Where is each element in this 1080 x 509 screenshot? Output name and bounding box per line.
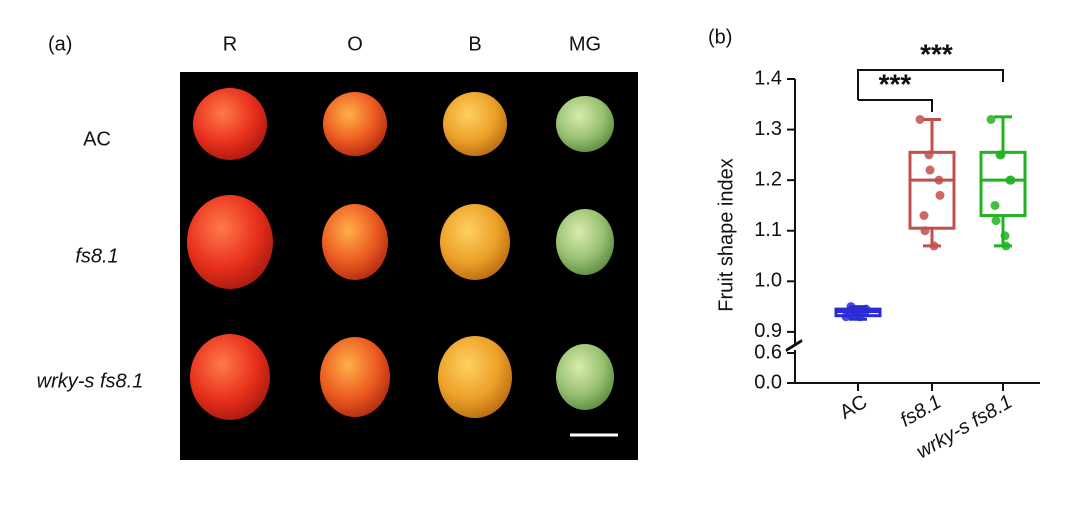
column-label: O — [347, 33, 363, 55]
data-point — [925, 165, 935, 175]
data-point — [991, 216, 1001, 226]
tomato — [438, 336, 512, 418]
y-tick-label: 1.0 — [754, 270, 782, 292]
column-label: R — [223, 33, 237, 55]
row-label: wrky-s fs8.1 — [37, 370, 144, 392]
tomato — [320, 337, 390, 417]
y-axis-label: Fruit shape index — [715, 158, 737, 311]
tomato — [443, 92, 507, 156]
tomato — [190, 334, 270, 420]
column-label: MG — [569, 33, 601, 55]
tomato — [323, 92, 387, 156]
data-point — [929, 241, 939, 251]
data-point — [996, 150, 1006, 160]
box — [979, 150, 1027, 218]
data-point — [855, 312, 865, 322]
significance-bracket — [857, 69, 1004, 100]
data-point — [934, 175, 944, 185]
x-tick-label: fs8.1 — [897, 391, 946, 432]
y-tick-label: 1.2 — [754, 168, 782, 190]
tomato — [556, 209, 614, 275]
data-point — [1001, 241, 1011, 251]
data-point — [986, 114, 996, 124]
data-point — [990, 200, 1000, 210]
data-point — [861, 304, 871, 314]
data-point — [915, 114, 925, 124]
significance-label: *** — [920, 38, 953, 69]
significance-bracket — [858, 99, 933, 112]
data-point — [1006, 175, 1016, 185]
box — [908, 150, 956, 230]
tomato — [193, 88, 267, 160]
x-tick-label: AC — [836, 391, 871, 424]
y-tick-label: 0.9 — [754, 320, 782, 342]
panel-label: (a) — [48, 33, 72, 55]
row-label: AC — [83, 128, 111, 150]
panel-label: (b) — [708, 26, 732, 48]
data-point — [924, 150, 934, 160]
tomato — [556, 96, 614, 152]
tomato — [187, 195, 273, 289]
data-point — [1000, 231, 1010, 241]
data-point — [935, 190, 945, 200]
y-tick-label: 0.6 — [754, 341, 782, 363]
y-tick-label: 0.0 — [754, 371, 782, 393]
significance-label: *** — [879, 68, 912, 99]
data-point — [845, 309, 855, 319]
tomato — [440, 204, 510, 280]
row-label: fs8.1 — [75, 245, 118, 267]
data-point — [919, 211, 929, 221]
column-label: B — [468, 33, 481, 55]
y-tick-label: 1.3 — [754, 118, 782, 140]
data-point — [846, 302, 856, 312]
data-point — [920, 226, 930, 236]
y-tick-label: 1.1 — [754, 219, 782, 241]
tomato — [322, 204, 388, 280]
tomato — [556, 344, 614, 410]
axis-break — [785, 339, 803, 351]
y-tick-label: 1.4 — [754, 67, 782, 89]
